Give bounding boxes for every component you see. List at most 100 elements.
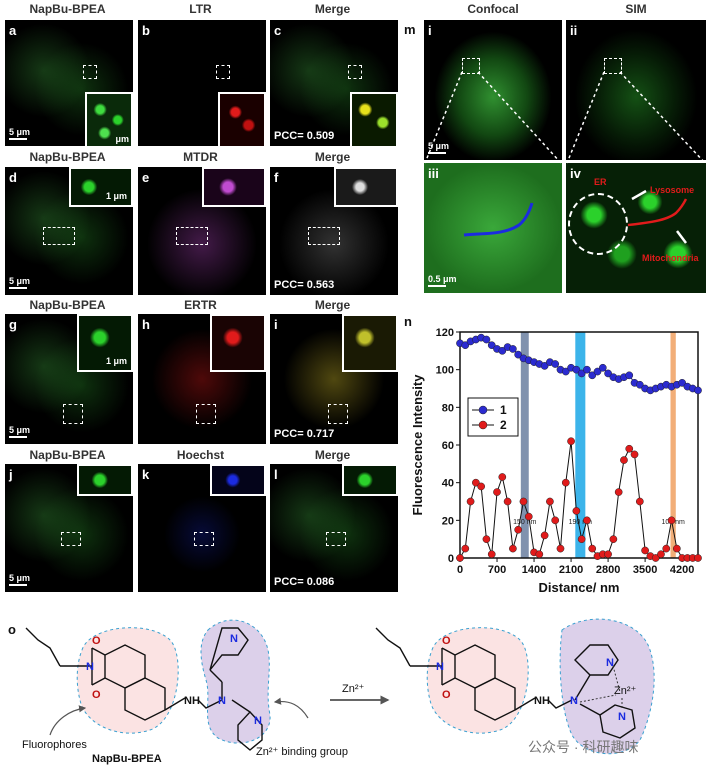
data-point bbox=[493, 488, 501, 496]
roi-box bbox=[83, 65, 97, 79]
data-point bbox=[466, 497, 475, 506]
inset-e bbox=[202, 167, 266, 207]
panel-label-o: o bbox=[8, 622, 16, 637]
inset-l bbox=[342, 464, 398, 496]
data-point bbox=[551, 360, 560, 368]
header-sim: SIM bbox=[625, 2, 647, 16]
panel-label-m-ii: ii bbox=[570, 23, 578, 38]
panel-a: a μm 5 μm bbox=[5, 20, 133, 146]
inset-g: 1 μm bbox=[77, 314, 133, 372]
y-tick-label: 120 bbox=[436, 327, 454, 339]
pcc-value: PCC= 0.086 bbox=[274, 576, 335, 588]
data-point bbox=[598, 363, 607, 372]
panel-label-j: j bbox=[9, 467, 13, 482]
data-point bbox=[635, 497, 644, 506]
roi-box bbox=[176, 227, 208, 245]
panel-label-e: e bbox=[142, 170, 150, 185]
profile-line-2 bbox=[627, 189, 688, 244]
data-point bbox=[620, 456, 628, 464]
data-point bbox=[672, 544, 681, 553]
data-point bbox=[477, 482, 486, 491]
label-fluorophores: Fluorophores bbox=[22, 739, 87, 751]
panel-i: i PCC= 0.717 bbox=[270, 314, 398, 444]
roi-box bbox=[63, 404, 83, 424]
data-point bbox=[524, 512, 533, 521]
atom-n: N bbox=[618, 711, 626, 723]
watermark: 公众号 · 科研趣味 bbox=[528, 739, 638, 755]
inset-scale: μm bbox=[115, 134, 129, 144]
roi-box bbox=[348, 65, 362, 79]
atom-o: O bbox=[442, 689, 451, 701]
data-point bbox=[614, 488, 623, 496]
data-point bbox=[561, 367, 570, 376]
header-napbu-3: NapBu-BPEA bbox=[29, 298, 106, 312]
x-tick-label: 1400 bbox=[522, 564, 546, 576]
label-zn-arrow: Zn²⁺ bbox=[342, 683, 365, 695]
er-ellipse bbox=[568, 193, 628, 255]
panel-label-m: m bbox=[404, 22, 416, 37]
legend-marker bbox=[478, 420, 488, 430]
inset-scale: 1 μm bbox=[105, 356, 127, 366]
panel-m-iii: iii 0.5 μm bbox=[424, 163, 562, 293]
atom-nh: NH bbox=[534, 695, 550, 707]
data-point bbox=[593, 367, 602, 376]
panel-label-b: b bbox=[142, 23, 150, 38]
data-point bbox=[588, 544, 597, 553]
data-point bbox=[641, 546, 649, 555]
header-napbu-4: NapBu-BPEA bbox=[29, 448, 106, 462]
data-point bbox=[678, 379, 686, 387]
panel-m-ii: ii bbox=[566, 20, 706, 160]
roi-box bbox=[328, 404, 348, 424]
data-point bbox=[482, 535, 491, 544]
inset-d: 1 μm bbox=[69, 167, 133, 207]
label-er: ER bbox=[594, 177, 607, 187]
inset-f bbox=[334, 167, 398, 207]
panel-m-iv: iv ER Lysosome Mitochondria bbox=[566, 163, 706, 293]
pcc-value: PCC= 0.509 bbox=[274, 130, 335, 142]
inset-h bbox=[210, 314, 266, 372]
scale-bar: 5 μm bbox=[9, 127, 30, 140]
panel-f: f PCC= 0.563 bbox=[270, 167, 398, 295]
y-tick-label: 20 bbox=[442, 515, 454, 527]
x-tick-label: 2100 bbox=[559, 564, 583, 576]
data-point bbox=[509, 544, 517, 553]
roi-box bbox=[308, 227, 340, 245]
data-point bbox=[609, 535, 618, 544]
panel-b: b bbox=[138, 20, 266, 146]
legend-box bbox=[467, 397, 519, 437]
roi-box bbox=[604, 58, 622, 74]
panel-label-m-iii: iii bbox=[428, 166, 439, 181]
intensity-chart: 150 nm 190 nm 100 nm0 700 1400 2100 2800 3500 42… bbox=[410, 327, 702, 595]
inset-a: μm bbox=[85, 92, 133, 146]
data-point bbox=[572, 507, 581, 515]
data-point bbox=[461, 341, 470, 350]
panel-g: g 1 μm 5 μm bbox=[5, 314, 133, 444]
panel-label-d: d bbox=[9, 170, 17, 185]
chart-band bbox=[575, 332, 586, 558]
scale-bar: 5 μm bbox=[9, 276, 30, 289]
legend-marker bbox=[478, 405, 488, 415]
legend-label: 2 bbox=[500, 418, 507, 432]
atom-n: N bbox=[230, 633, 238, 645]
data-point bbox=[535, 550, 544, 559]
panel-label-h: h bbox=[142, 317, 150, 332]
x-tick-label: 700 bbox=[488, 564, 506, 576]
scale-bar: 5 μm bbox=[9, 573, 30, 586]
band-label: 150 nm bbox=[513, 519, 537, 526]
x-tick-label: 0 bbox=[457, 564, 463, 576]
panel-label-f: f bbox=[274, 170, 279, 185]
panel-d: d 1 μm 5 μm bbox=[5, 167, 133, 295]
y-tick-label: 80 bbox=[442, 402, 454, 414]
panel-h: h bbox=[138, 314, 266, 444]
atom-o: O bbox=[442, 635, 451, 647]
roi-box bbox=[43, 227, 75, 245]
data-point bbox=[487, 341, 496, 350]
header-ertr: ERTR bbox=[184, 298, 217, 312]
panel-c: c PCC= 0.509 bbox=[270, 20, 398, 146]
data-point bbox=[567, 437, 575, 446]
atom-o: O bbox=[92, 635, 101, 647]
legend-label: 1 bbox=[500, 403, 507, 417]
data-point bbox=[588, 371, 597, 380]
panel-label-i: i bbox=[274, 317, 278, 332]
scale-bar: 5 μm bbox=[428, 141, 449, 154]
